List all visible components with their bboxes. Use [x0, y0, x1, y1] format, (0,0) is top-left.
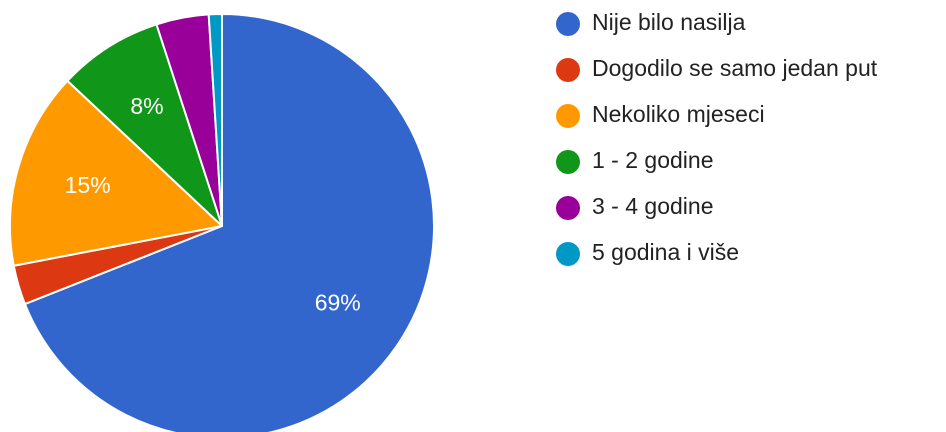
legend-item-5: 5 godina i više — [556, 239, 739, 266]
legend-swatch-2 — [556, 104, 580, 128]
legend-swatch-0 — [556, 12, 580, 36]
legend-item-2: Nekoliko mjeseci — [556, 101, 765, 128]
legend-label-2: Nekoliko mjeseci — [592, 101, 765, 127]
legend-swatch-3 — [556, 150, 580, 174]
pie-slices — [9, 13, 435, 432]
legend-label-5: 5 godina i više — [592, 239, 739, 265]
legend-item-1: Dogodilo se samo jedan put — [556, 55, 878, 82]
pie-slice-2 — [9, 79, 223, 267]
pie-slice-3 — [66, 23, 223, 227]
legend-label-3: 1 - 2 godine — [592, 147, 713, 173]
legend-item-4: 3 - 4 godine — [556, 193, 713, 220]
legend-item-3: 1 - 2 godine — [556, 147, 713, 174]
legend-swatch-5 — [556, 242, 580, 266]
pie-slice-0 — [23, 13, 435, 432]
legend-label-0: Nije bilo nasilja — [592, 9, 746, 35]
legend-label-4: 3 - 4 godine — [592, 193, 713, 219]
pie-slice-labels: 69% 15% 8% — [65, 93, 361, 316]
slice-label-2: 15% — [65, 172, 111, 198]
legend-swatch-4 — [556, 196, 580, 220]
legend-label-1: Dogodilo se samo jedan put — [592, 55, 878, 81]
pie-slice-5 — [207, 13, 223, 227]
slice-label-3: 8% — [130, 93, 163, 119]
legend: Nije bilo nasilja Dogodilo se samo jedan … — [556, 9, 878, 266]
legend-swatch-1 — [556, 58, 580, 82]
slice-label-0: 69% — [315, 290, 361, 316]
legend-item-0: Nije bilo nasilja — [556, 9, 746, 36]
